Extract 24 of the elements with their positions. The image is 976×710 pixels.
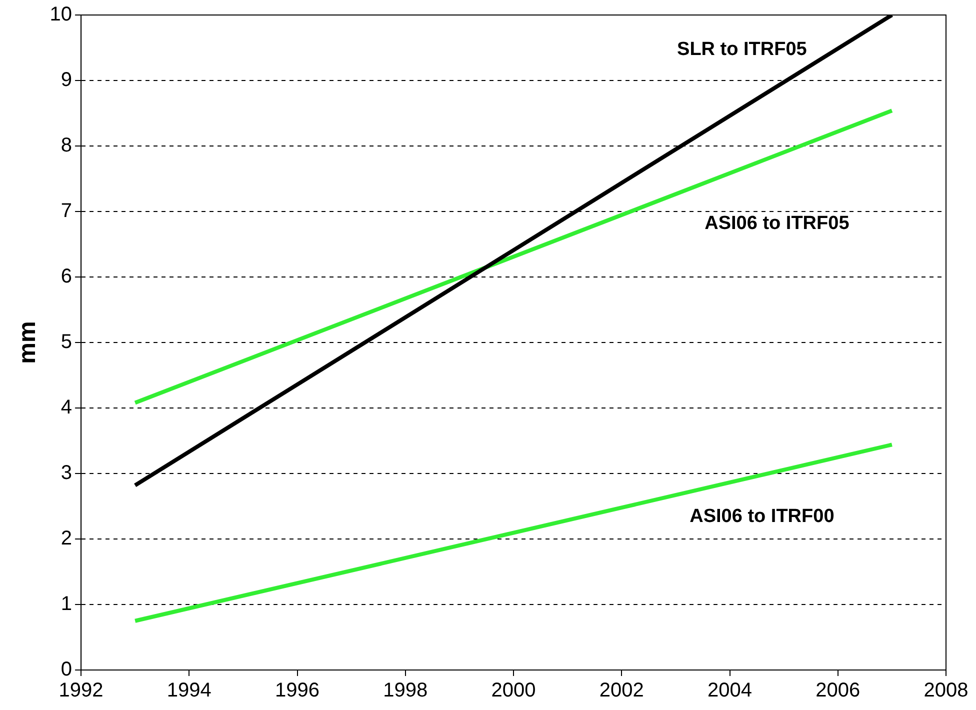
x-tick-label: 2006 xyxy=(816,680,860,702)
x-tick-label: 1996 xyxy=(275,680,320,702)
x-tick-label: 2004 xyxy=(708,680,752,702)
y-tick-label: 9 xyxy=(60,69,72,92)
y-tick-label: 1 xyxy=(60,593,72,616)
y-tick-label: 2 xyxy=(60,528,72,550)
y-tick-label: 8 xyxy=(60,134,72,157)
x-tick-label: 2008 xyxy=(924,680,968,702)
y-tick-label: 10 xyxy=(50,4,72,26)
x-tick-label: 1998 xyxy=(383,680,428,702)
x-tick-label: 2000 xyxy=(491,680,536,702)
y-tick-label: 0 xyxy=(60,658,72,681)
y-axis-title: mm xyxy=(14,321,42,364)
y-tick-label: 3 xyxy=(60,462,72,484)
y-tick-label: 5 xyxy=(60,331,72,354)
series-label: ASI06 to ITRF00 xyxy=(690,506,834,527)
x-tick-label: 1992 xyxy=(58,680,104,702)
y-tick-label: 6 xyxy=(60,266,72,288)
series-label: SLR to ITRF05 xyxy=(677,39,808,60)
x-tick-label: 2002 xyxy=(599,680,644,702)
series-label: ASI06 to ITRF05 xyxy=(704,212,850,234)
y-tick-label: 7 xyxy=(60,200,72,222)
y-tick-label: 4 xyxy=(60,396,72,419)
x-tick-label: 1994 xyxy=(166,680,212,702)
